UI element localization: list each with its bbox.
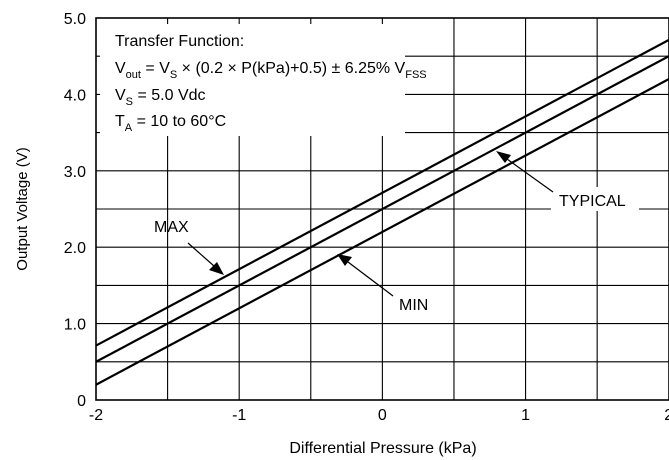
transfer-function-title: Transfer Function: [115,33,244,50]
series-labels: TYPICAL MAX MIN [154,151,639,314]
y-tick-label: 1.0 [64,317,86,334]
typical-arrowhead [496,151,511,163]
x-tick-labels: -2 -1 0 1 2 [89,407,669,424]
plot-frame [95,17,669,401]
y-tick-label: 5.0 [64,11,86,28]
min-leader-line [347,261,394,297]
series-line-min [96,78,669,386]
x-tick-label: 0 [378,407,387,424]
typical-label: TYPICAL [559,193,626,210]
series-line-max [96,38,669,347]
supply-voltage-text: VS = 5.0 Vdc [115,87,206,108]
x-tick-label: -2 [89,407,103,424]
max-leader-line [187,242,215,267]
x-tick-label: 1 [521,407,530,424]
series-group [96,38,669,386]
x-tick-label: -1 [232,407,246,424]
min-arrowhead [337,254,352,266]
typical-label-bg [551,187,639,211]
y-axis-label: Output Voltage (V) [14,147,31,270]
x-axis-label: Differential Pressure (kPa) [289,440,476,457]
max-arrowhead [209,262,224,275]
temperature-range-text: TA = 10 to 60°C [115,113,226,134]
x-tick-label: 2 [664,407,669,424]
vout-equation: Vout = VS × (0.2 × P(kPa)+0.5) ± 6.25% V… [115,60,427,81]
max-label: MAX [154,219,189,236]
transfer-function-box [100,24,405,136]
y-tick-label: 0 [77,393,86,410]
series-line-typical [96,55,669,363]
typical-leader-line [506,158,554,193]
y-tick-label: 2.0 [64,240,86,257]
y-tick-labels: 0 1.0 2.0 3.0 4.0 5.0 [64,11,86,410]
y-tick-label: 4.0 [64,87,86,104]
y-tick-label: 3.0 [64,164,86,181]
min-label: MIN [399,297,428,314]
